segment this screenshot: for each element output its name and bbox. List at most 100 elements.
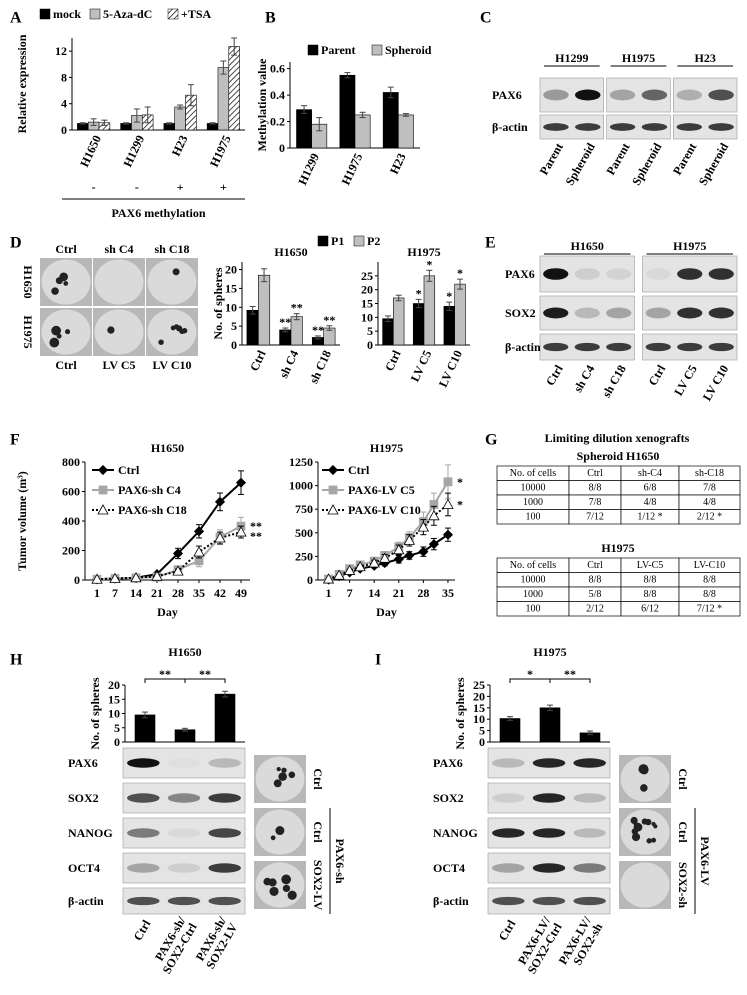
legend-swatch	[307, 44, 319, 56]
blot-band	[167, 896, 201, 906]
image-label: H1975	[21, 315, 35, 348]
error-bar	[446, 301, 453, 311]
sphere	[172, 268, 180, 276]
blot-row-label: NANOG	[433, 826, 478, 840]
blot-row-label: SOX2	[433, 791, 464, 805]
blot-row-label: OCT4	[68, 861, 100, 875]
table-text: LV-C5	[637, 560, 664, 571]
sphere	[65, 329, 71, 335]
sphere	[158, 339, 164, 345]
blot-row-label: β-actin	[433, 894, 469, 908]
blot-band	[532, 758, 566, 768]
bar	[339, 74, 356, 149]
annotation: **	[323, 313, 335, 327]
sphere	[281, 874, 292, 885]
blot-band	[575, 89, 601, 101]
image-label: Ctrl	[676, 821, 690, 843]
bar	[290, 316, 303, 346]
y-tick-label: 20	[108, 678, 120, 692]
annotation: **	[250, 529, 262, 543]
legend-marker	[327, 464, 339, 476]
x-tick-label: 35	[193, 586, 205, 600]
legend-label: P1	[331, 234, 344, 248]
blot-band	[127, 793, 160, 803]
blot-band	[606, 342, 632, 352]
legend-swatch	[89, 8, 101, 20]
table-text: 8/8	[589, 574, 602, 585]
table-text: 1/12 *	[637, 511, 662, 522]
data-point	[354, 560, 366, 572]
data-point	[404, 550, 415, 561]
sphere-well	[147, 309, 197, 355]
y-tick-label: 600	[62, 485, 80, 499]
data-point	[403, 534, 416, 545]
sphere	[651, 821, 656, 827]
sphere	[282, 884, 291, 893]
error-bar	[282, 327, 289, 333]
blot-group-label: H1975	[673, 239, 706, 253]
y-tick-label: 10	[225, 300, 237, 314]
table-text: 7/12 *	[697, 603, 722, 614]
table-text: 6/12	[641, 603, 659, 614]
image-label: Ctrl	[311, 821, 325, 843]
error-bar	[90, 118, 97, 126]
x-tick-label: 1	[326, 586, 332, 600]
blot-band	[167, 828, 201, 838]
panel-label: G	[485, 432, 498, 449]
blot-row-label: β-actin	[68, 894, 104, 908]
blot-band	[492, 758, 525, 768]
legend-marker	[328, 485, 338, 495]
legend-marker	[97, 464, 109, 476]
blot-band	[606, 268, 632, 280]
legend-label: Parent	[321, 43, 355, 57]
table-text: 8/8	[644, 589, 657, 600]
error-bar	[426, 269, 433, 282]
x-tick-label: 21	[393, 586, 405, 600]
legend-swatch	[371, 44, 383, 56]
blot-band	[492, 863, 525, 873]
data-point	[109, 572, 121, 583]
x-tick-label: 14	[130, 586, 142, 600]
blot-band	[208, 896, 241, 906]
panel-label: H	[10, 652, 23, 669]
bar	[258, 274, 271, 346]
legend-swatch	[167, 8, 179, 20]
y-tick-label: 20	[225, 263, 237, 277]
data-point	[442, 498, 454, 509]
legend-label: 5-Aza-dC	[103, 7, 152, 21]
error-bar	[314, 335, 321, 340]
comparison-label: **	[199, 667, 211, 681]
image-label: Ctrl	[55, 358, 77, 372]
blot-band	[127, 758, 160, 768]
bar	[423, 275, 436, 346]
comparison-label: *	[527, 667, 533, 681]
sphere	[179, 328, 185, 335]
error-bar	[316, 117, 323, 132]
data-point	[343, 564, 356, 575]
blot-band	[574, 268, 600, 280]
error-bar	[547, 704, 553, 712]
blot-row-label: SOX2	[505, 306, 536, 320]
y-tick-label: 1000	[289, 479, 313, 493]
table-text: 8/8	[703, 574, 716, 585]
legend-label: Ctrl	[118, 463, 140, 477]
table-text: 6/8	[644, 482, 657, 493]
blot-band	[168, 758, 201, 768]
sphere	[646, 838, 652, 844]
group-mark: +	[220, 180, 227, 194]
sphere	[275, 827, 282, 834]
bar	[228, 46, 240, 131]
data-point	[442, 529, 454, 540]
y-tick-label: 750	[295, 502, 313, 516]
y-tick-label: 10	[361, 310, 373, 324]
table-cell	[678, 601, 741, 617]
bar	[382, 92, 399, 149]
legend-marker	[98, 485, 108, 495]
table-text: 2/12	[586, 603, 604, 614]
y-axis-label: Tumor volume (m³)	[15, 471, 29, 571]
annotation: *	[457, 266, 463, 280]
legend-label: PAX6-LV C10	[348, 503, 421, 517]
blot-band	[708, 342, 734, 352]
group-mark: -	[92, 180, 96, 194]
data-point	[393, 554, 404, 565]
